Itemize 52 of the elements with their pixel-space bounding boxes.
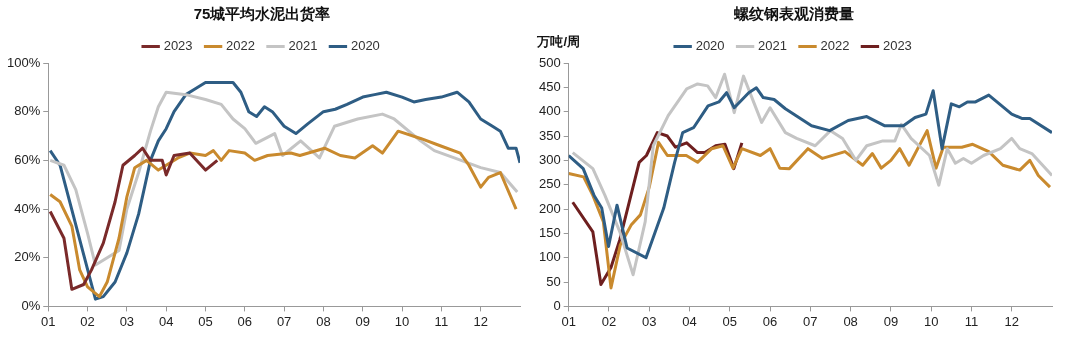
x-tick-label: 10 [394, 313, 410, 329]
y-tick-label: 400 [538, 103, 561, 119]
x-tick-label: 05 [198, 313, 213, 329]
x-tick-label: 01 [41, 313, 56, 329]
y-tick-label: 0% [21, 297, 41, 313]
x-tick-label: 04 [158, 313, 174, 329]
y-tick-label: 40% [14, 200, 41, 216]
legend-label: 2021 [288, 38, 318, 54]
y-tick-label: 250 [538, 176, 561, 192]
x-tick-label: 11 [434, 313, 449, 329]
chart-title: 75城平均水泥出货率 [193, 5, 331, 23]
y-tick-label: 50 [546, 273, 561, 289]
x-tick-label: 02 [80, 313, 95, 329]
x-tick-label: 06 [762, 313, 778, 329]
x-tick-label: 07 [276, 313, 292, 329]
x-tick-label: 02 [601, 313, 617, 329]
x-tick-label: 12 [1004, 313, 1019, 329]
x-tick-label: 08 [843, 313, 858, 329]
legend-label: 2020 [695, 38, 725, 54]
chart-title: 螺纹钢表观消费量 [733, 5, 854, 23]
x-tick-label: 08 [316, 313, 331, 329]
legend-label: 2023 [882, 38, 912, 54]
x-tick-label: 01 [561, 313, 576, 329]
y-axis-title: 万吨/周 [536, 34, 580, 50]
legend-label: 2021 [758, 38, 787, 54]
legend-label: 2022 [820, 38, 850, 54]
x-tick-label: 12 [473, 313, 488, 329]
y-tick-label: 100% [7, 54, 41, 70]
y-tick-label: 450 [538, 78, 561, 94]
y-tick-label: 150 [538, 224, 561, 240]
x-tick-label: 10 [923, 313, 939, 329]
x-tick-label: 11 [964, 313, 979, 329]
x-tick-label: 09 [883, 313, 899, 329]
x-tick-label: 03 [119, 313, 135, 329]
y-tick-label: 350 [538, 127, 561, 143]
y-tick-label: 80% [14, 103, 41, 119]
x-tick-label: 04 [682, 313, 697, 329]
y-tick-label: 500 [538, 54, 561, 70]
legend-label: 2023 [163, 38, 193, 54]
legend-label: 2022 [226, 38, 255, 54]
x-tick-label: 07 [803, 313, 818, 329]
x-tick-label: 09 [355, 313, 370, 329]
y-tick-label: 0 [553, 297, 561, 313]
x-tick-label: 03 [642, 313, 657, 329]
y-tick-label: 200 [538, 200, 561, 216]
y-tick-label: 300 [538, 151, 561, 167]
y-tick-label: 60% [14, 151, 41, 167]
x-tick-label: 06 [237, 313, 253, 329]
legend-label: 2020 [350, 38, 380, 54]
x-tick-label: 05 [722, 313, 738, 329]
y-tick-label: 20% [14, 249, 41, 265]
y-tick-label: 100 [538, 249, 561, 265]
